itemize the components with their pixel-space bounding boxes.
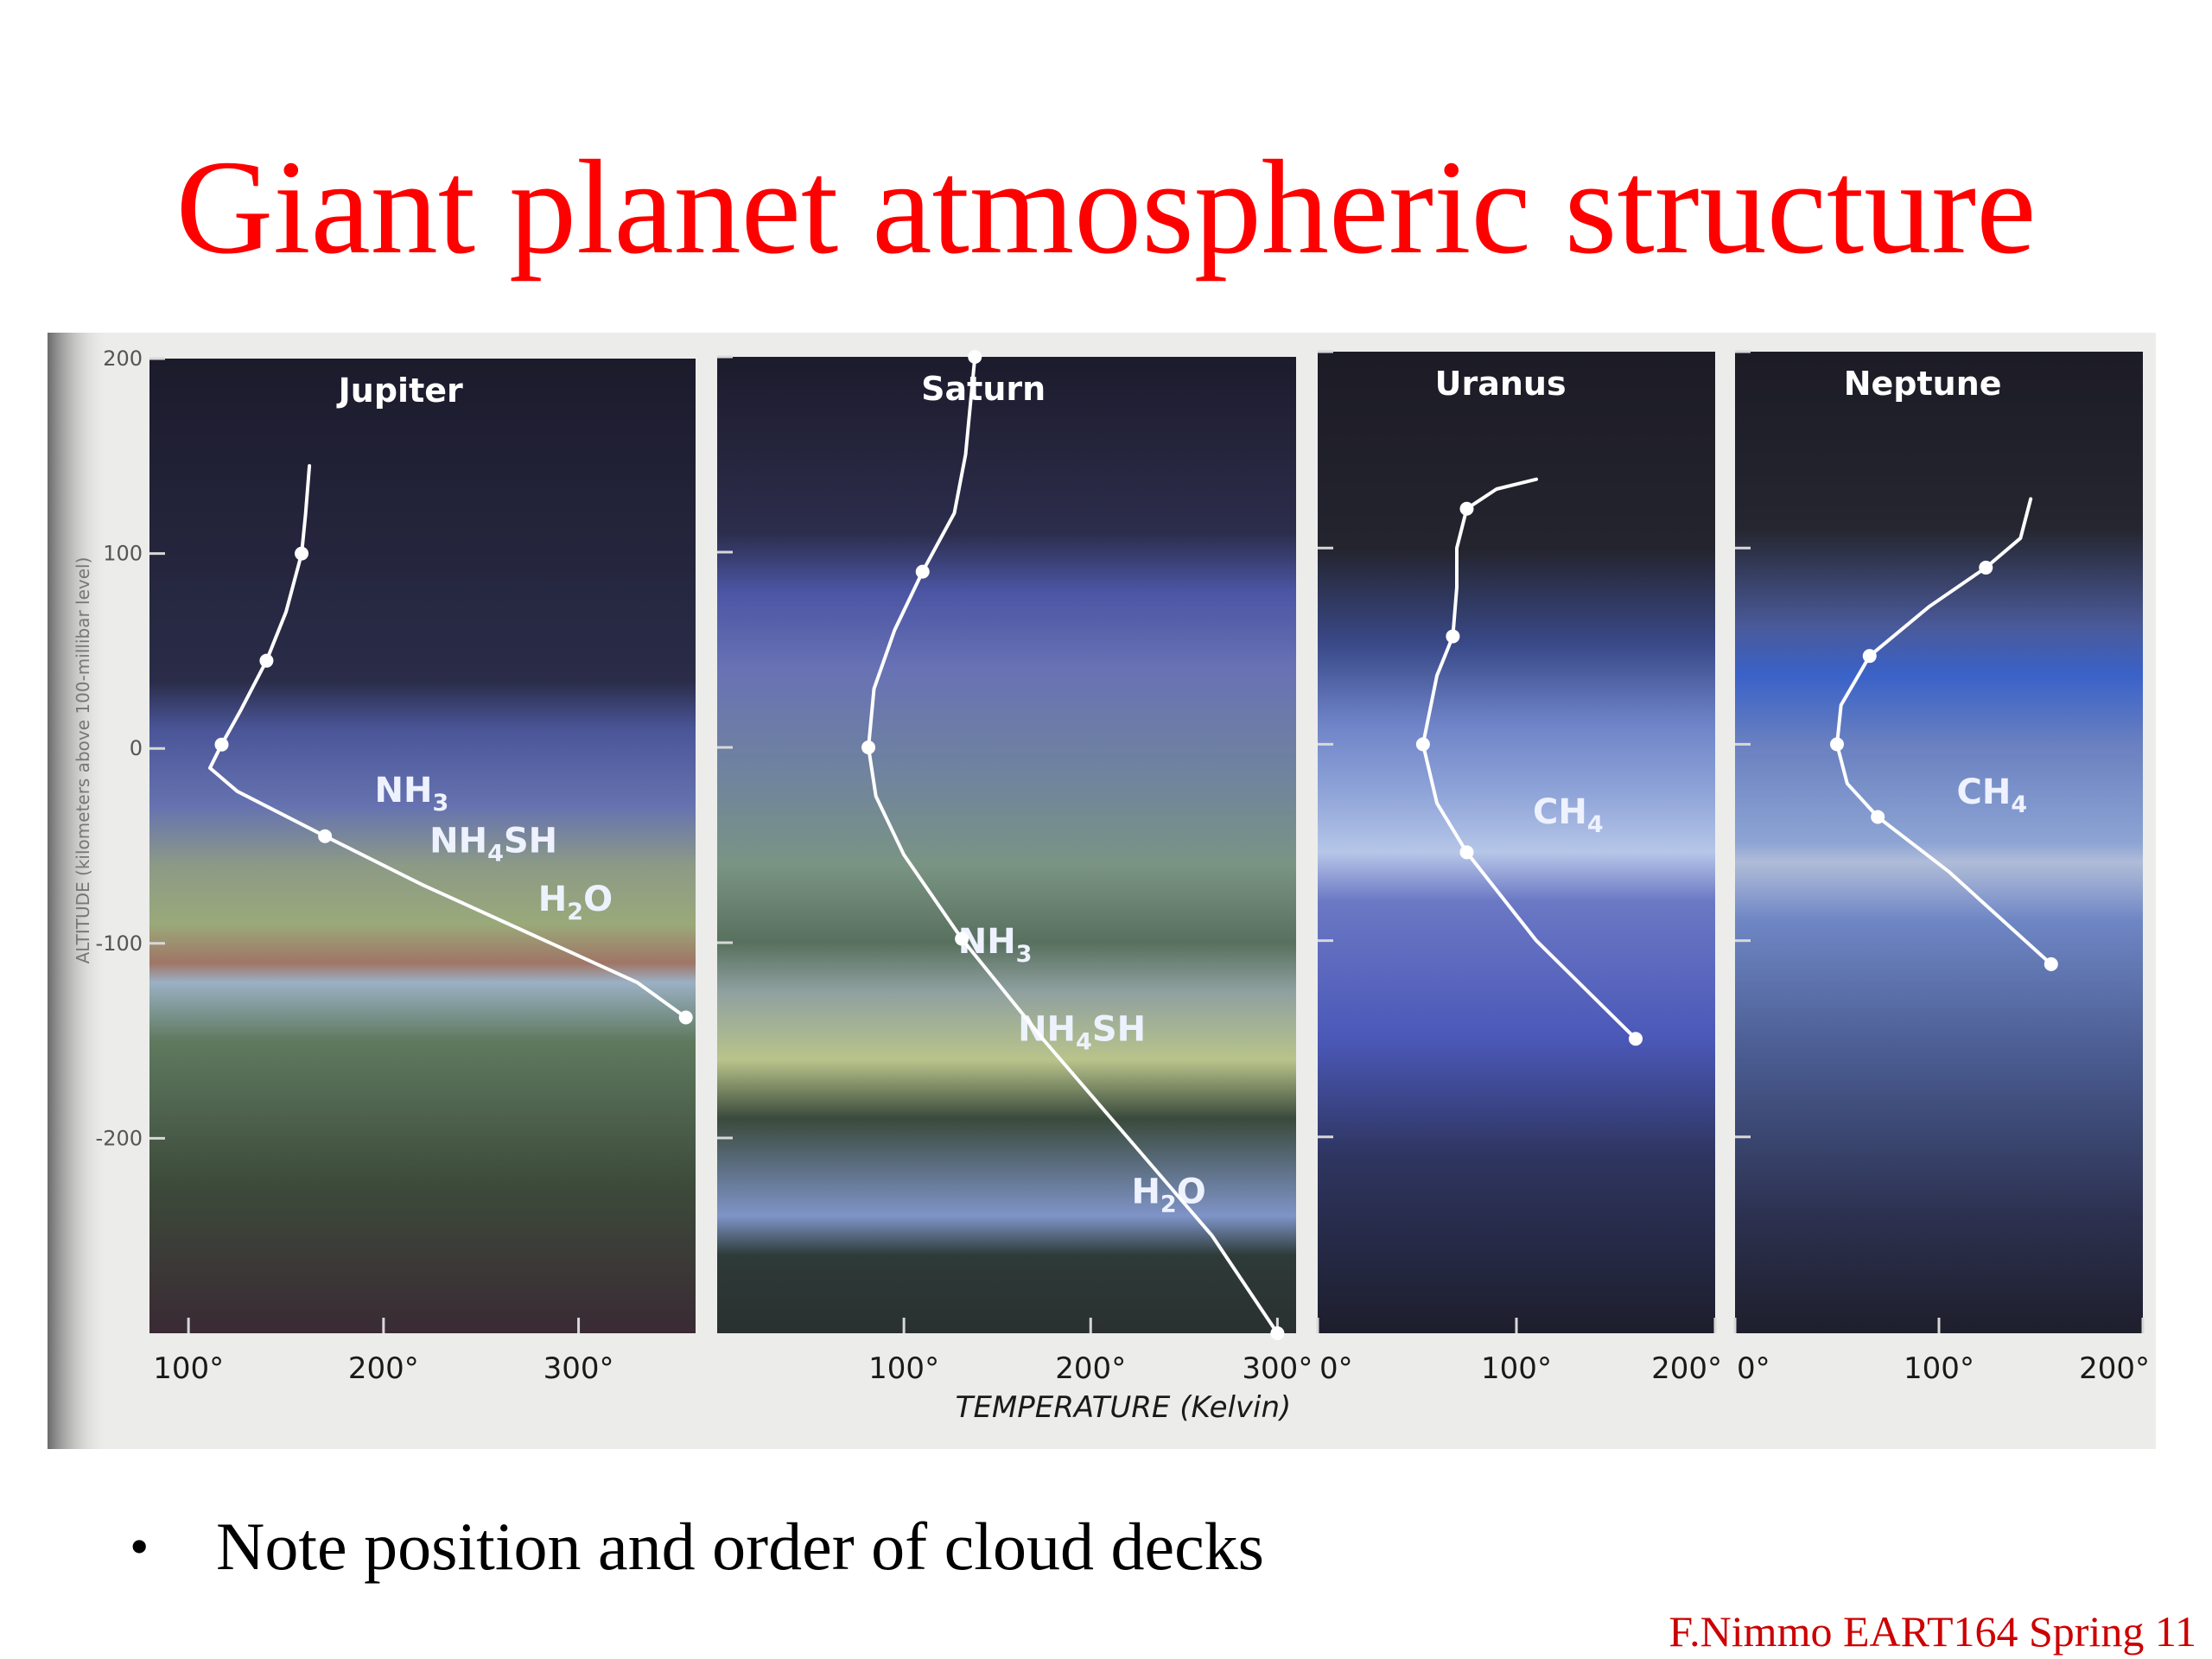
x-tick-label: 100° (868, 1351, 939, 1386)
panel-title-jupiter: Jupiter (336, 372, 463, 410)
panel-background-neptune (1735, 352, 2143, 1333)
profile-marker-uranus (1459, 501, 1474, 516)
y-tick-label: 0 (130, 736, 143, 760)
cloud-label-neptune: CH4​ (1957, 772, 2028, 818)
panel-background-uranus (1318, 352, 1715, 1333)
profile-marker-uranus (1446, 629, 1460, 644)
x-axis-label: TEMPERATURE (Kelvin) (956, 1390, 1292, 1425)
panels-layer: 200 100 0 -100 -200 100° 200° 300° Jupiter NH3​NH… (96, 346, 2150, 1386)
profile-marker-uranus (1459, 845, 1474, 860)
panel-title-uranus: Uranus (1435, 365, 1567, 403)
profile-marker-uranus (1415, 737, 1430, 752)
profile-marker-saturn (968, 350, 982, 364)
x-tick-label: 0° (1319, 1351, 1353, 1386)
temperature-profile-saturn (867, 355, 1280, 1335)
cloud-label-uranus: CH4​ (1533, 792, 1604, 838)
profile-marker-jupiter (318, 829, 333, 843)
temperature-profile-jupiter (208, 464, 688, 1020)
profile-marker-neptune (1862, 649, 1877, 664)
profile-marker-jupiter (259, 653, 274, 668)
x-tick-label: 300° (543, 1351, 614, 1386)
profile-marker-neptune (1979, 560, 1993, 575)
x-tick-label: 200° (348, 1351, 419, 1386)
x-tick-label: 0° (1737, 1351, 1770, 1386)
panel-background-jupiter (149, 359, 696, 1333)
y-tick-label: -200 (96, 1126, 143, 1150)
slide-title: Giant planet atmospheric structure (175, 132, 2037, 282)
panel-jupiter: 200 100 0 -100 -200 100° 200° 300° Jupiter NH3​NH… (96, 346, 696, 1386)
profile-marker-uranus (1629, 1032, 1643, 1046)
panel-neptune: 0° 100° 200° Neptune CH4​ (1733, 350, 2150, 1386)
y-tick-label: 100 (103, 542, 143, 566)
y-tick-label: -100 (96, 931, 143, 956)
book-spine-shadow (48, 333, 108, 1449)
bullet-item: • Note position and order of cloud decks (130, 1503, 1264, 1590)
y-tick-label: 200 (103, 346, 143, 371)
x-tick-label: 200° (1055, 1351, 1126, 1386)
panel-title-saturn: Saturn (921, 370, 1046, 408)
profile-marker-saturn (861, 741, 876, 754)
panel-uranus: 0° 100° 200° Uranus CH4​ (1316, 350, 1722, 1386)
profile-marker-saturn (955, 931, 969, 946)
profile-marker-neptune (2044, 957, 2058, 971)
profile-marker-neptune (1830, 737, 1844, 752)
bullet-dot: • (130, 1516, 149, 1577)
temperature-profile-neptune (1835, 497, 2053, 966)
profile-marker-neptune (1871, 810, 1885, 824)
x-tick-label: 100° (1481, 1351, 1552, 1386)
profile-marker-jupiter (295, 546, 309, 561)
panel-background-saturn (717, 357, 1296, 1333)
cloud-label-jupiter: NH3​ (374, 771, 448, 817)
x-tick-label: 100° (1904, 1351, 1974, 1386)
profile-marker-jupiter (678, 1010, 693, 1025)
profile-marker-saturn (915, 564, 930, 579)
cloud-label-jupiter: NH4​SH (429, 821, 557, 867)
cloud-label-saturn: H2​O (1131, 1172, 1205, 1217)
x-tick-label: 300° (1242, 1351, 1313, 1386)
x-tick-label: 200° (1651, 1351, 1722, 1386)
atmosphere-profile-figure: 200 100 0 -100 -200 100° 200° 300° Jupiter NH3​NH… (48, 333, 2156, 1449)
profile-marker-saturn (1270, 1326, 1285, 1340)
profile-marker-jupiter (214, 737, 229, 752)
x-tick-label: 200° (2079, 1351, 2150, 1386)
panel-title-neptune: Neptune (1844, 365, 2002, 403)
cloud-label-jupiter: H2​O (538, 880, 613, 925)
slide-footer: F.Nimmo EART164 Spring 11 (1669, 1607, 2196, 1656)
bullet-text: Note position and order of cloud decks (216, 1509, 1265, 1584)
y-axis-label: ALTITUDE (kilometers above 100-millibar … (73, 557, 93, 964)
x-tick-label: 100° (153, 1351, 224, 1386)
